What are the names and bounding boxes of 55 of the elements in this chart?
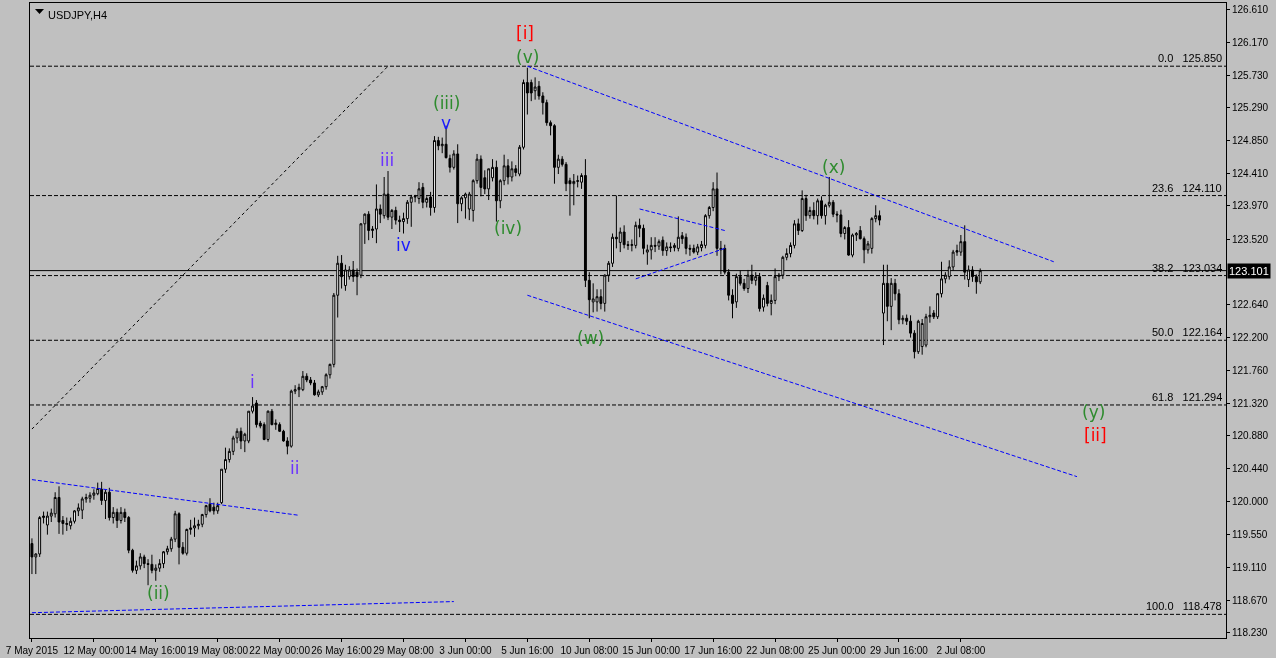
annotation: [i] <box>516 23 534 43</box>
y-tick-label: 118.670 <box>1232 594 1268 606</box>
ref-line-label: 61.8 121.294 <box>1152 391 1223 403</box>
annotation: (iv) <box>494 218 523 238</box>
annotation: (ii) <box>147 583 170 603</box>
y-tick-label: 122.200 <box>1232 332 1269 344</box>
text: USDJPY,H4 <box>48 9 108 21</box>
x-tick-label: 29 Jun 16:00 <box>870 645 929 656</box>
annotation: v <box>441 113 452 133</box>
y-tick-label: 126.610 <box>1232 4 1269 16</box>
annotation: [ii] <box>1084 425 1107 445</box>
x-tick-label: 14 May 16:00 <box>125 645 187 656</box>
annotation: i <box>250 372 255 392</box>
annotation: iii <box>380 150 395 170</box>
x-tick-label: 2 Jul 08:00 <box>936 645 986 656</box>
y-tick-label: 120.440 <box>1232 462 1269 474</box>
y-tick-label: 120.880 <box>1232 430 1269 442</box>
y-tick-label: 119.110 <box>1232 561 1268 573</box>
x-tick-label: 3 Jun 00:00 <box>439 645 493 656</box>
annotation: (y) <box>1082 402 1106 422</box>
y-tick-label: 121.760 <box>1232 364 1269 376</box>
y-tick-label: 126.170 <box>1232 36 1269 48</box>
x-tick-label: 25 Jun 00:00 <box>808 645 867 656</box>
x-tick-label: 29 May 08:00 <box>373 645 435 656</box>
annotation: (v) <box>516 47 540 67</box>
annotation: iv <box>396 235 411 255</box>
x-tick-label: 22 Jun 08:00 <box>746 645 805 656</box>
y-tick-label: 125.730 <box>1232 69 1269 81</box>
x-tick-label: 26 May 16:00 <box>311 645 373 656</box>
ref-line-label: 50.0 122.164 <box>1152 326 1223 338</box>
y-tick-label: 120.000 <box>1232 495 1269 507</box>
y-tick-label: 125.290 <box>1232 102 1269 114</box>
annotation: (iii) <box>433 93 461 113</box>
y-tick-label: 122.640 <box>1232 299 1269 311</box>
annotation: ii <box>290 458 300 478</box>
y-tick-label: 118.230 <box>1232 627 1268 639</box>
ref-line-label: 100.0 118.478 <box>1146 600 1222 612</box>
x-tick-label: 7 May 2015 <box>5 645 59 656</box>
y-tick-label: 124.850 <box>1232 135 1269 147</box>
x-tick-label: 15 Jun 00:00 <box>622 645 681 656</box>
y-tick-label: 124.410 <box>1232 167 1269 179</box>
x-tick-label: 19 May 08:00 <box>187 645 249 656</box>
ref-line-label: 23.6 124.110 <box>1152 182 1222 194</box>
y-tick-label: 121.320 <box>1232 397 1269 409</box>
ref-line-label: 0.0 125.850 <box>1158 52 1223 64</box>
x-tick-label: 5 Jun 16:00 <box>501 645 554 656</box>
x-tick-label: 12 May 00:00 <box>63 645 125 656</box>
ref-line-label: 123.101 <box>1229 265 1269 277</box>
x-tick-label: 22 May 00:00 <box>249 645 311 656</box>
y-tick-label: 123.970 <box>1232 200 1269 212</box>
annotation: (x) <box>822 157 846 177</box>
x-tick-label: 10 Jun 08:00 <box>560 645 619 656</box>
y-tick-label: 123.520 <box>1232 233 1269 245</box>
y-tick-label: 119.550 <box>1232 529 1268 541</box>
x-tick-label: 17 Jun 16:00 <box>684 645 743 656</box>
